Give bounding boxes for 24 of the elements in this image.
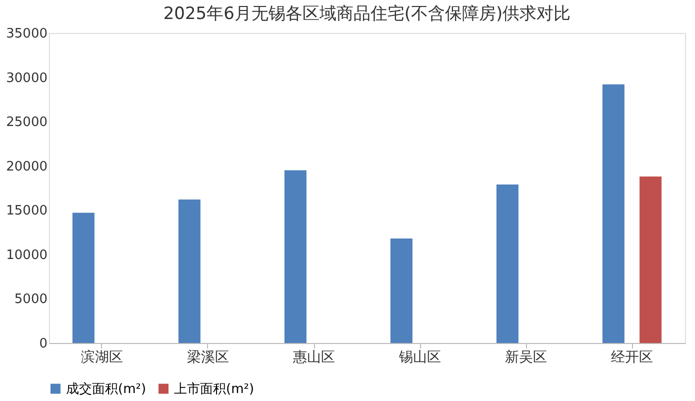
bar [72, 212, 94, 343]
y-tick-label: 30000 [6, 70, 48, 86]
bar [390, 238, 412, 343]
x-tick-label: 惠山区 [292, 350, 335, 366]
y-tick-label: 5000 [14, 292, 48, 308]
bar [178, 200, 200, 343]
bar [284, 170, 306, 343]
y-tick-label: 25000 [6, 115, 48, 130]
x-tick-label: 滨湖区 [81, 350, 123, 366]
bar [602, 84, 624, 343]
bar [640, 176, 662, 343]
y-tick-label: 0 [39, 336, 48, 352]
legend-label: 成交面积(m²) [66, 380, 146, 397]
chart-title: 2025年6月无锡各区域商品住宅(不含保障房)供求对比 [163, 4, 571, 24]
y-tick-label: 10000 [6, 248, 48, 263]
y-tick-label: 15000 [6, 204, 48, 219]
x-tick-label: 经开区 [611, 350, 653, 366]
bar [496, 184, 518, 343]
y-tick-label: 20000 [6, 159, 48, 174]
x-tick-label: 梁溪区 [187, 350, 229, 366]
y-tick-label: 35000 [6, 26, 48, 42]
legend-label: 上市面积(m²) [174, 382, 254, 397]
x-tick-label: 锡山区 [398, 350, 441, 366]
x-tick-label: 新吴区 [505, 350, 547, 366]
